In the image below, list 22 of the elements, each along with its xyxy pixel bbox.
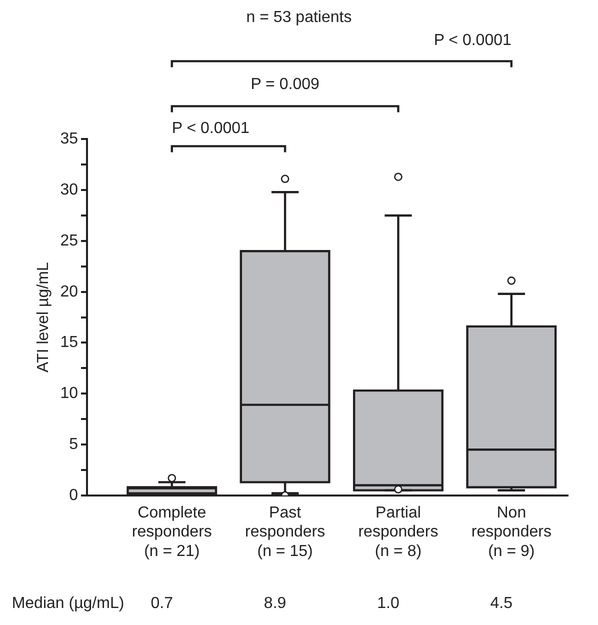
text: P = 0.009 [250,76,320,94]
y-tick-label: 20 [60,283,78,300]
y-tick-label: 30 [60,181,78,198]
y-axis-title: ATI level µg/mL [35,262,52,372]
text: Median (µg/mL) [12,594,124,612]
text: P < 0.0001 [172,120,250,138]
y-tick-label: 0 [69,486,78,504]
text: 1.0 [377,594,400,612]
text: P < 0.0001 [434,32,512,50]
y-tick-label: 25 [60,232,78,250]
x-tick-label: Complete responders (n = 21) [132,504,212,560]
y-tick-label: 15 [60,334,78,352]
x-tick-label: Partial responders (n = 8) [358,504,438,560]
y-tick-label: 5 [69,436,78,453]
chart-title: n = 53 patients [246,9,352,26]
text: 4.5 [490,594,513,612]
x-tick-label: Past responders (n = 15) [245,504,326,560]
y-tick-label: 10 [60,385,78,402]
x-tick-label: Non responders (n = 9) [471,504,552,560]
text: 0.7 [150,594,174,612]
y-tick-label: 35 [60,130,78,148]
text: 8.9 [264,594,286,612]
